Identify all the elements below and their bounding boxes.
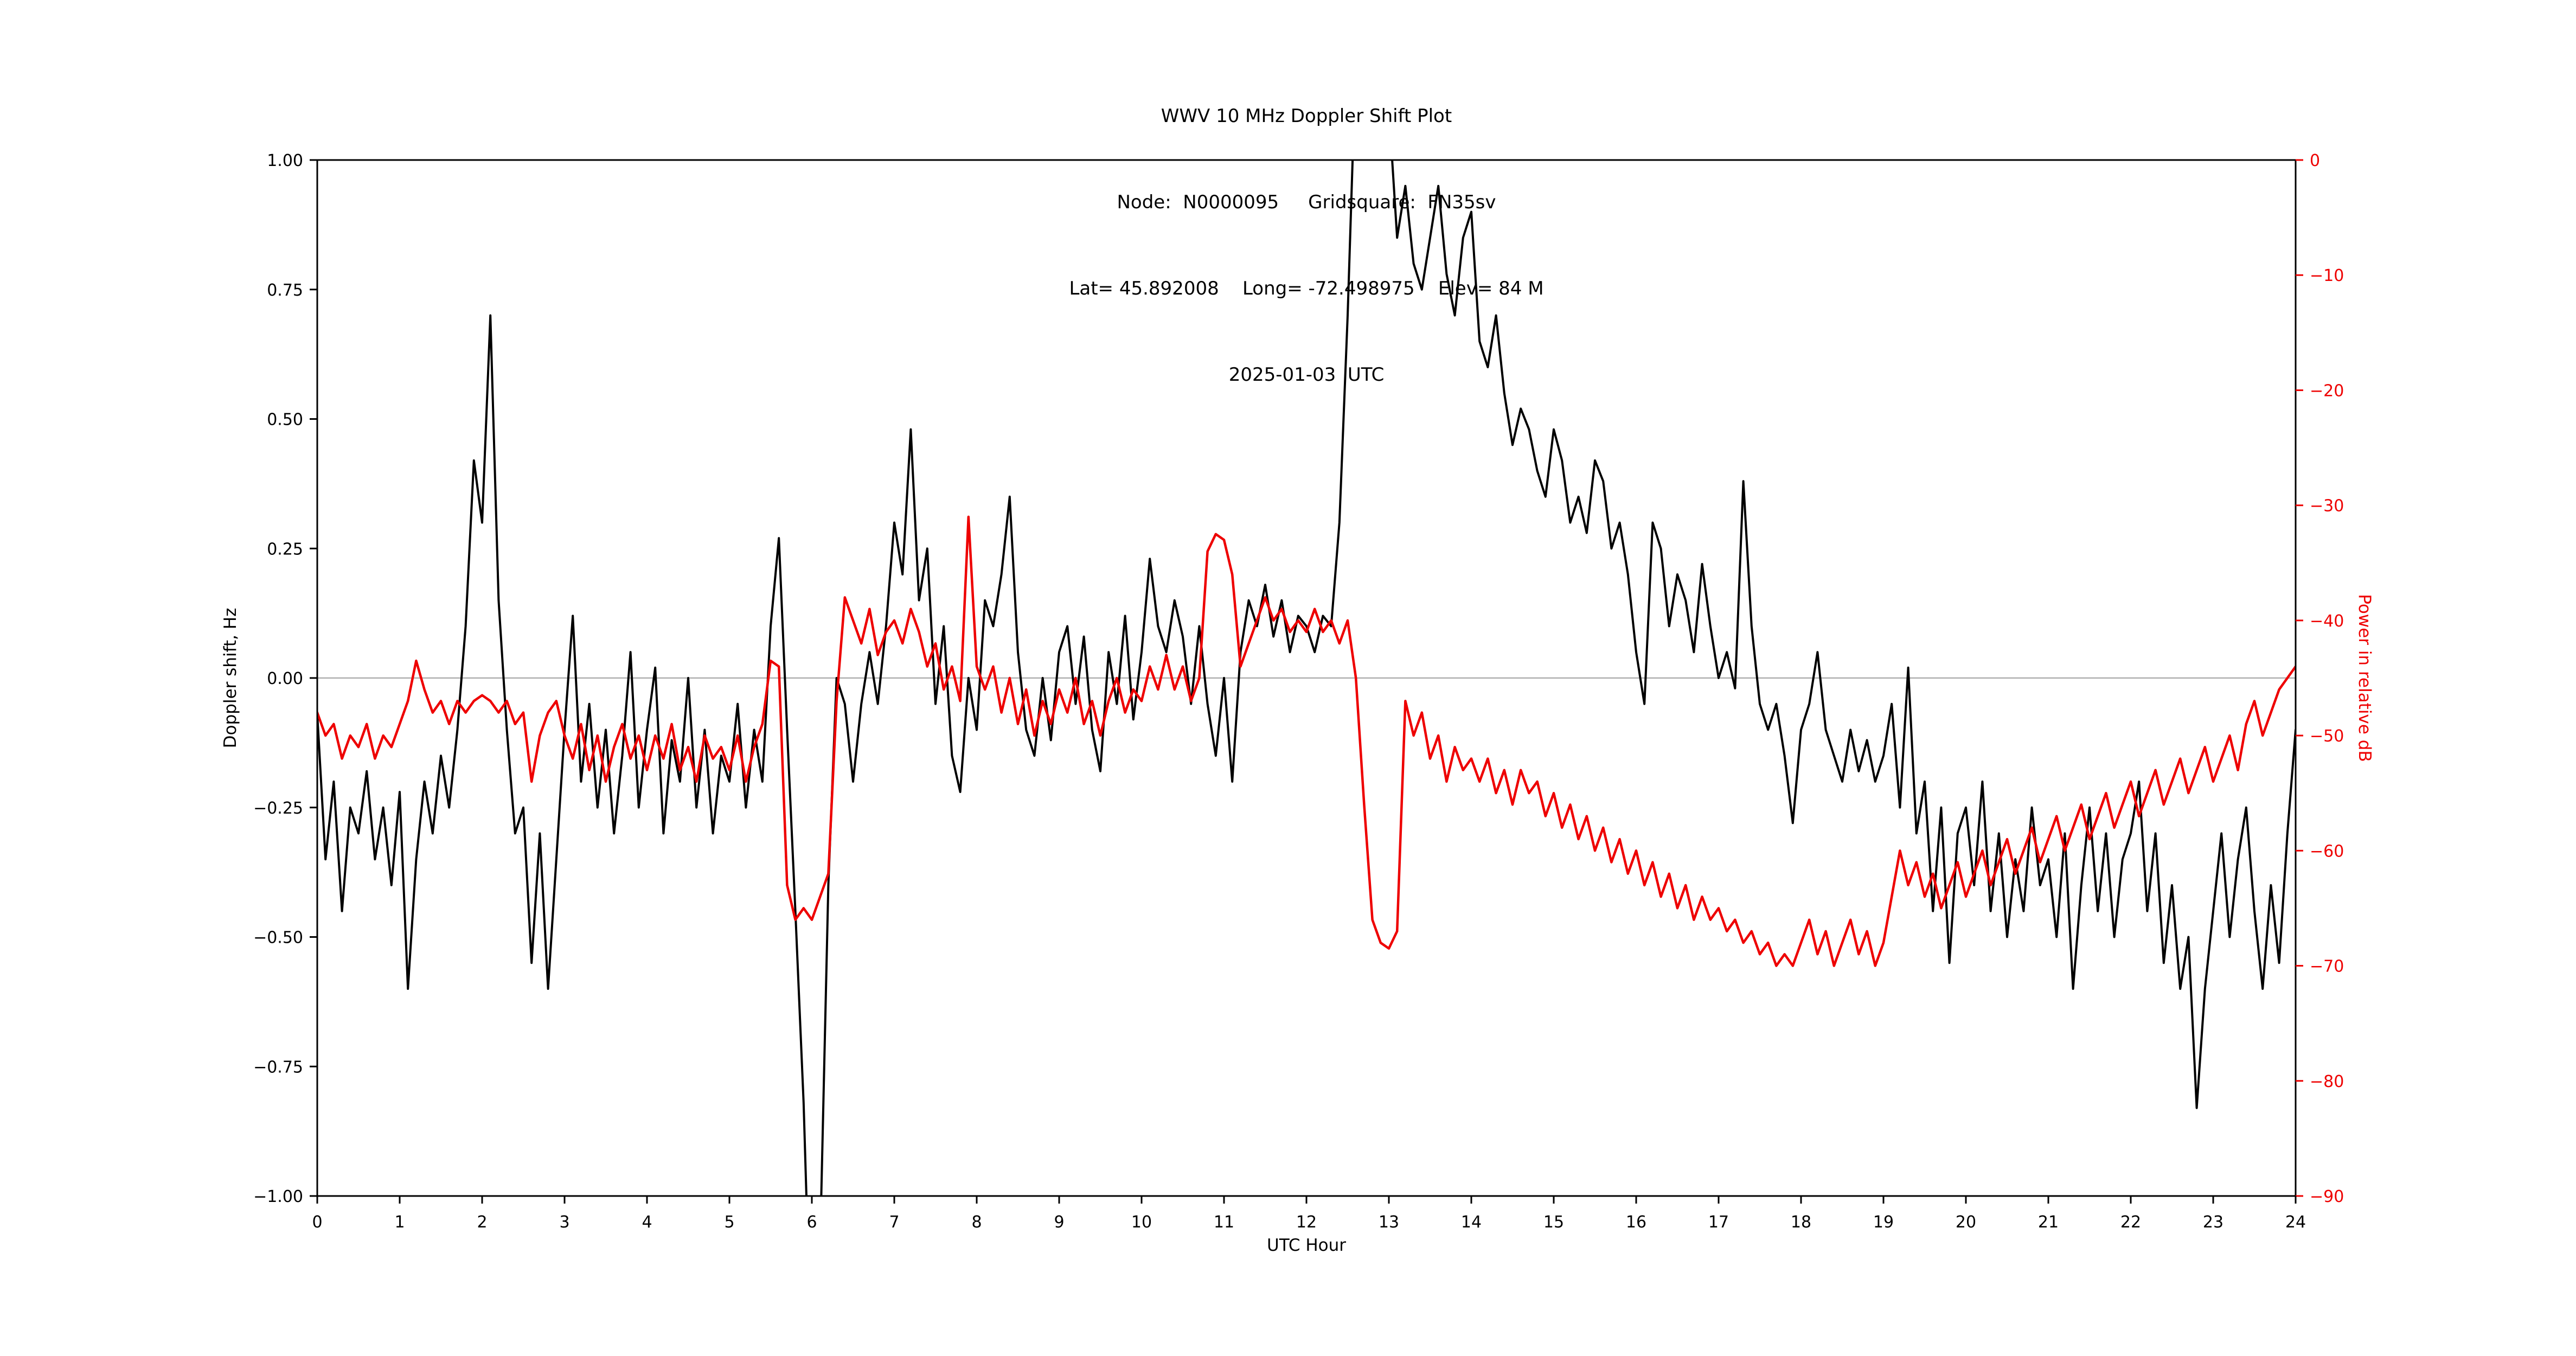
x-tick-label: 19 xyxy=(1873,1213,1894,1232)
x-tick-label: 22 xyxy=(2120,1213,2141,1232)
x-tick-label: 24 xyxy=(2285,1213,2306,1232)
right-tick-label: −10 xyxy=(2310,266,2344,285)
right-tick-label: −30 xyxy=(2310,497,2344,516)
x-tick-label: 12 xyxy=(1296,1213,1317,1232)
series-group xyxy=(317,160,2296,1196)
left-tick-label: 0.00 xyxy=(267,669,303,688)
left-tick-label: −0.50 xyxy=(253,929,303,948)
x-tick-label: 8 xyxy=(971,1213,982,1232)
right-axis-label: Power in relative dB xyxy=(2355,594,2374,762)
x-tick-label: 5 xyxy=(724,1213,734,1232)
x-tick-label: 9 xyxy=(1054,1213,1064,1232)
x-tick-label: 15 xyxy=(1543,1213,1564,1232)
x-tick-label: 7 xyxy=(889,1213,899,1232)
left-tick-label: −0.25 xyxy=(253,799,303,818)
x-tick-label: 11 xyxy=(1214,1213,1234,1232)
title-line-2: Node: N0000095 Gridsquare: FN35sv xyxy=(1117,191,1496,213)
right-tick-label: −90 xyxy=(2310,1187,2344,1206)
x-tick-label: 1 xyxy=(394,1213,405,1232)
title-line-3: Lat= 45.892008 Long= -72.498975 Elev= 84… xyxy=(1069,278,1544,299)
right-tick-label: −40 xyxy=(2310,612,2344,631)
right-tick-label: −60 xyxy=(2310,842,2344,861)
left-axis-label: Doppler shift, Hz xyxy=(221,607,240,749)
x-tick-label: 18 xyxy=(1791,1213,1811,1232)
x-tick-label: 16 xyxy=(1626,1213,1646,1232)
plot-title-block: WWV 10 MHz Doppler Shift Plot Node: N000… xyxy=(1069,44,1543,447)
doppler-shift-hz-line xyxy=(317,160,2296,1196)
left-tick-label: 0.75 xyxy=(267,281,303,300)
x-tick-label: 21 xyxy=(2038,1213,2059,1232)
title-line-4: 2025-01-03 UTC xyxy=(1228,364,1385,386)
title-line-1: WWV 10 MHz Doppler Shift Plot xyxy=(1161,105,1452,127)
x-tick-label: 14 xyxy=(1461,1213,1482,1232)
x-tick-label: 6 xyxy=(806,1213,817,1232)
left-tick-label: 0.25 xyxy=(267,540,303,559)
right-tick-label: −70 xyxy=(2310,957,2344,976)
right-tick-label: −50 xyxy=(2310,727,2344,746)
x-tick-label: 13 xyxy=(1379,1213,1399,1232)
x-tick-label: 20 xyxy=(1956,1213,1976,1232)
x-tick-label: 2 xyxy=(477,1213,487,1232)
x-tick-label: 23 xyxy=(2203,1213,2223,1232)
power-relative-db-line xyxy=(317,515,2296,967)
x-tick-label: 10 xyxy=(1131,1213,1152,1232)
left-tick-label: −0.75 xyxy=(253,1058,303,1077)
right-tick-label: 0 xyxy=(2310,151,2320,170)
x-tick-label: 0 xyxy=(312,1213,322,1232)
x-tick-label: 17 xyxy=(1708,1213,1729,1232)
x-tick-label: 3 xyxy=(559,1213,569,1232)
x-axis-label: UTC Hour xyxy=(1267,1236,1346,1255)
left-tick-label: 1.00 xyxy=(267,151,303,170)
x-tick-label: 4 xyxy=(642,1213,652,1232)
left-tick-label: −1.00 xyxy=(253,1187,303,1206)
left-tick-label: 0.50 xyxy=(267,411,303,430)
right-tick-label: −80 xyxy=(2310,1072,2344,1091)
right-tick-label: −20 xyxy=(2310,381,2344,400)
